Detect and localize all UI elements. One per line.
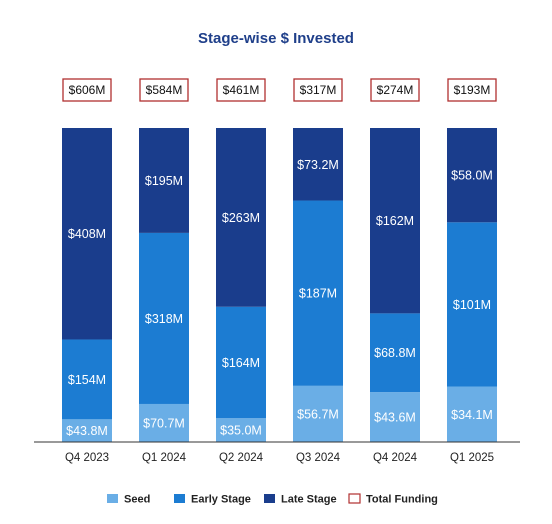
total-funding-box: [62, 78, 112, 102]
legend-label-seed: Seed: [124, 494, 150, 506]
bar-early-stage: [293, 200, 343, 386]
total-funding-box: [293, 78, 343, 102]
x-tick-labels: Q4 2023 Q1 2024 Q2 2024 Q3 2024 Q4 2024 Q1 20…: [65, 452, 494, 464]
total-funding-label: $606M: [69, 83, 106, 97]
total-funding-label: $193M: [454, 83, 491, 97]
bar-seed: [62, 419, 112, 442]
data-label-seed: $56.7M: [297, 407, 339, 421]
bar-early-stage: [447, 222, 497, 387]
total-funding-box: [370, 78, 420, 102]
bar-seed: [216, 418, 266, 442]
data-label-seed: $34.1M: [451, 408, 493, 422]
data-label-late-stage: $263M: [222, 211, 260, 225]
legend-swatch-total-funding: [348, 493, 361, 504]
total-funding-box: [139, 78, 189, 102]
bar-early-stage: [216, 306, 266, 419]
data-label-seed: $43.6M: [374, 411, 416, 425]
data-label-seed: $43.8M: [66, 424, 108, 438]
bar-seed: [139, 403, 189, 442]
chart-title: Stage-wise $ Invested: [198, 30, 354, 47]
data-label-late-stage: $162M: [376, 214, 414, 228]
data-label-late-stage: $73.2M: [297, 158, 339, 172]
bar-early-stage: [139, 232, 189, 404]
bars-group: $43.8M $154M $408M $70.7M $318M $195M $35.0M $1…: [62, 128, 497, 442]
data-label-late-stage: $58.0M: [451, 169, 493, 183]
x-tick-label: Q4 2023: [65, 452, 109, 464]
bar-late-stage: [370, 128, 420, 314]
total-funding-label: $317M: [300, 83, 337, 97]
data-label-early-stage: $154M: [68, 373, 106, 387]
x-tick-label: Q4 2024: [373, 452, 418, 464]
bar-late-stage: [293, 128, 343, 201]
data-label-late-stage: $408M: [68, 227, 106, 241]
total-funding-label: $584M: [146, 83, 183, 97]
bar-seed: [293, 385, 343, 442]
legend: Seed Early Stage Late Stage Total Funding: [107, 493, 438, 506]
bar-late-stage: [139, 128, 189, 233]
total-funding-label: $274M: [377, 83, 414, 97]
x-tick-label: Q3 2024: [296, 452, 341, 464]
x-tick-label: Q2 2024: [219, 452, 264, 464]
data-label-early-stage: $101M: [453, 298, 491, 312]
total-funding-label: $461M: [223, 83, 260, 97]
bar-seed: [370, 392, 420, 442]
x-tick-label: Q1 2024: [142, 452, 187, 464]
bar-late-stage: [216, 128, 266, 307]
bar-late-stage: [62, 128, 112, 340]
data-label-early-stage: $187M: [299, 287, 337, 301]
bar-seed: [447, 386, 497, 442]
data-label-seed: $70.7M: [143, 416, 185, 430]
bar-early-stage: [62, 339, 112, 420]
bar-late-stage: [447, 128, 497, 223]
legend-label-late-stage: Late Stage: [281, 494, 337, 506]
legend-swatch-late-stage: [264, 494, 275, 503]
total-funding-group: $606M $584M $461M $317M $274M $193M: [62, 78, 497, 102]
data-label-early-stage: $164M: [222, 356, 260, 370]
legend-label-early-stage: Early Stage: [191, 494, 251, 506]
data-label-seed: $35.0M: [220, 424, 262, 438]
data-label-early-stage: $68.8M: [374, 346, 416, 360]
data-label-early-stage: $318M: [145, 312, 183, 326]
legend-swatch-early-stage: [174, 494, 185, 503]
legend-label-total-funding: Total Funding: [366, 494, 438, 506]
legend-swatch-seed: [107, 494, 118, 503]
total-funding-box: [216, 78, 266, 102]
data-label-late-stage: $195M: [145, 174, 183, 188]
total-funding-box: [447, 78, 497, 102]
x-tick-label: Q1 2025: [450, 452, 494, 464]
bar-early-stage: [370, 313, 420, 393]
